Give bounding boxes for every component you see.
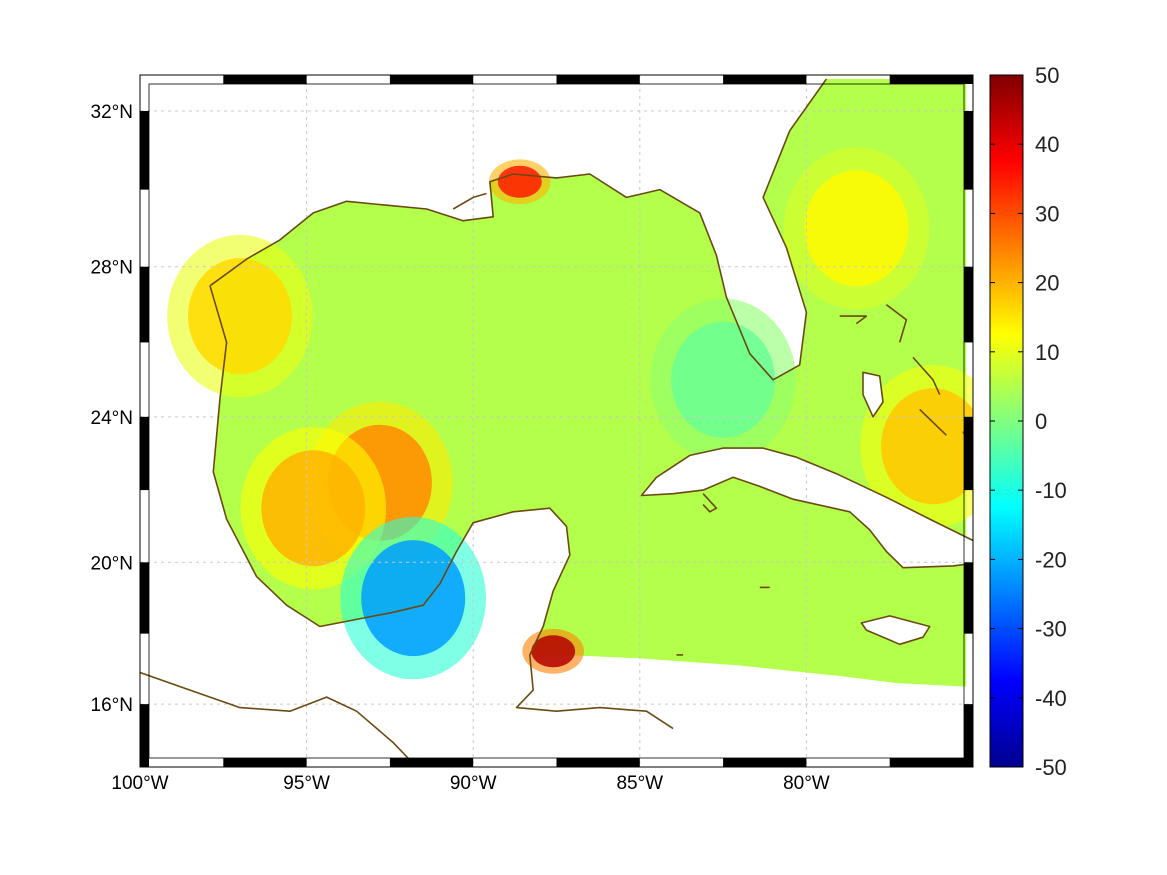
coast-jamaica — [860, 615, 931, 646]
lon-tick-label: 85°W — [616, 773, 663, 794]
colorbar-tick-label: 10 — [1035, 340, 1059, 365]
lat-tick-label: 24°N — [91, 408, 133, 429]
lat-tick-label: 32°N — [91, 102, 133, 123]
graticule — [140, 75, 973, 767]
field-feature — [361, 540, 466, 657]
frame-segment-bottom — [223, 758, 307, 767]
lon-tick-label: 80°W — [783, 773, 830, 794]
colorbar-tick-label: -10 — [1035, 478, 1067, 503]
field-feature — [671, 321, 776, 438]
colorbar-tick-label: 50 — [1035, 63, 1059, 88]
colorbar-tick-label: -50 — [1035, 755, 1067, 780]
field-feature — [188, 258, 292, 375]
coast-eleuthera — [912, 356, 941, 395]
frame-segment-right — [964, 110, 973, 190]
lon-tick-label: 95°W — [283, 773, 330, 794]
frame-segment-top — [223, 75, 307, 84]
lat-tick-label: 28°N — [91, 258, 133, 279]
coast-abaco — [885, 304, 908, 343]
coast-exuma — [919, 408, 947, 436]
coast-pacific — [140, 671, 414, 765]
coast-isla-juventud — [702, 493, 718, 513]
map-frame — [139, 74, 974, 768]
frame-segment-left — [140, 416, 149, 491]
frame-segment-bottom — [723, 758, 807, 767]
axis-labels: 100°W 95°W 90°W 85°W 80°W 32°N 28°N 24°N 20°N 16°… — [91, 102, 830, 794]
coast-louisiana-detail — [452, 192, 487, 210]
frame-segment-bottom — [556, 758, 640, 767]
frame-segment-top — [723, 75, 807, 84]
colorbar-tick-label: -30 — [1035, 617, 1067, 642]
data-field — [167, 79, 973, 687]
colorbar-tick-label: 40 — [1035, 132, 1059, 157]
colorbar-ticks: 50 40 30 20 10 0 -10 -20 -30 -40 -50 — [990, 63, 1067, 780]
coast-grand-bahama — [839, 315, 868, 325]
field-feature — [497, 165, 542, 198]
coast-mexico-yucatan — [209, 285, 674, 730]
frame-segment-left — [140, 266, 149, 343]
lat-tick-label: 20°N — [91, 553, 133, 574]
frame-segment-top — [389, 75, 474, 84]
colorbar-tick-label: -20 — [1035, 547, 1067, 572]
frame-segment-right — [964, 704, 973, 767]
frame-segment-left — [140, 704, 149, 767]
land-cuba — [641, 448, 973, 568]
field-feature — [261, 450, 366, 567]
frame-segment-right — [964, 562, 973, 634]
frame-segment-left — [140, 110, 149, 190]
lat-tick-label: 16°N — [91, 695, 133, 716]
colorbar-tick-label: -40 — [1035, 686, 1067, 711]
colorbar: 50 40 30 20 10 0 -10 -20 -30 -40 -50 — [989, 63, 1067, 780]
coast-cuba — [640, 447, 973, 569]
colorbar-tick-label: 30 — [1035, 201, 1059, 226]
frame-segment-right — [964, 266, 973, 343]
coast-andros — [862, 371, 884, 418]
frame-segment-bottom — [889, 758, 973, 767]
colorbar-tick-label: 20 — [1035, 271, 1059, 296]
field-feature — [804, 170, 909, 287]
colorbar-gradient — [989, 74, 1024, 768]
frame-segment-bottom — [389, 758, 474, 767]
frame-segment-top — [889, 75, 973, 84]
frame-segment-left — [140, 562, 149, 634]
frame-segment-right — [964, 416, 973, 491]
field-feature — [531, 635, 576, 668]
land-jamaica — [861, 615, 930, 645]
colorbar-tick-label: 0 — [1035, 409, 1047, 434]
lon-tick-label: 90°W — [450, 773, 497, 794]
frame-segment-top — [556, 75, 640, 84]
lon-tick-label: 100°W — [111, 773, 168, 794]
coast-us — [209, 78, 828, 381]
